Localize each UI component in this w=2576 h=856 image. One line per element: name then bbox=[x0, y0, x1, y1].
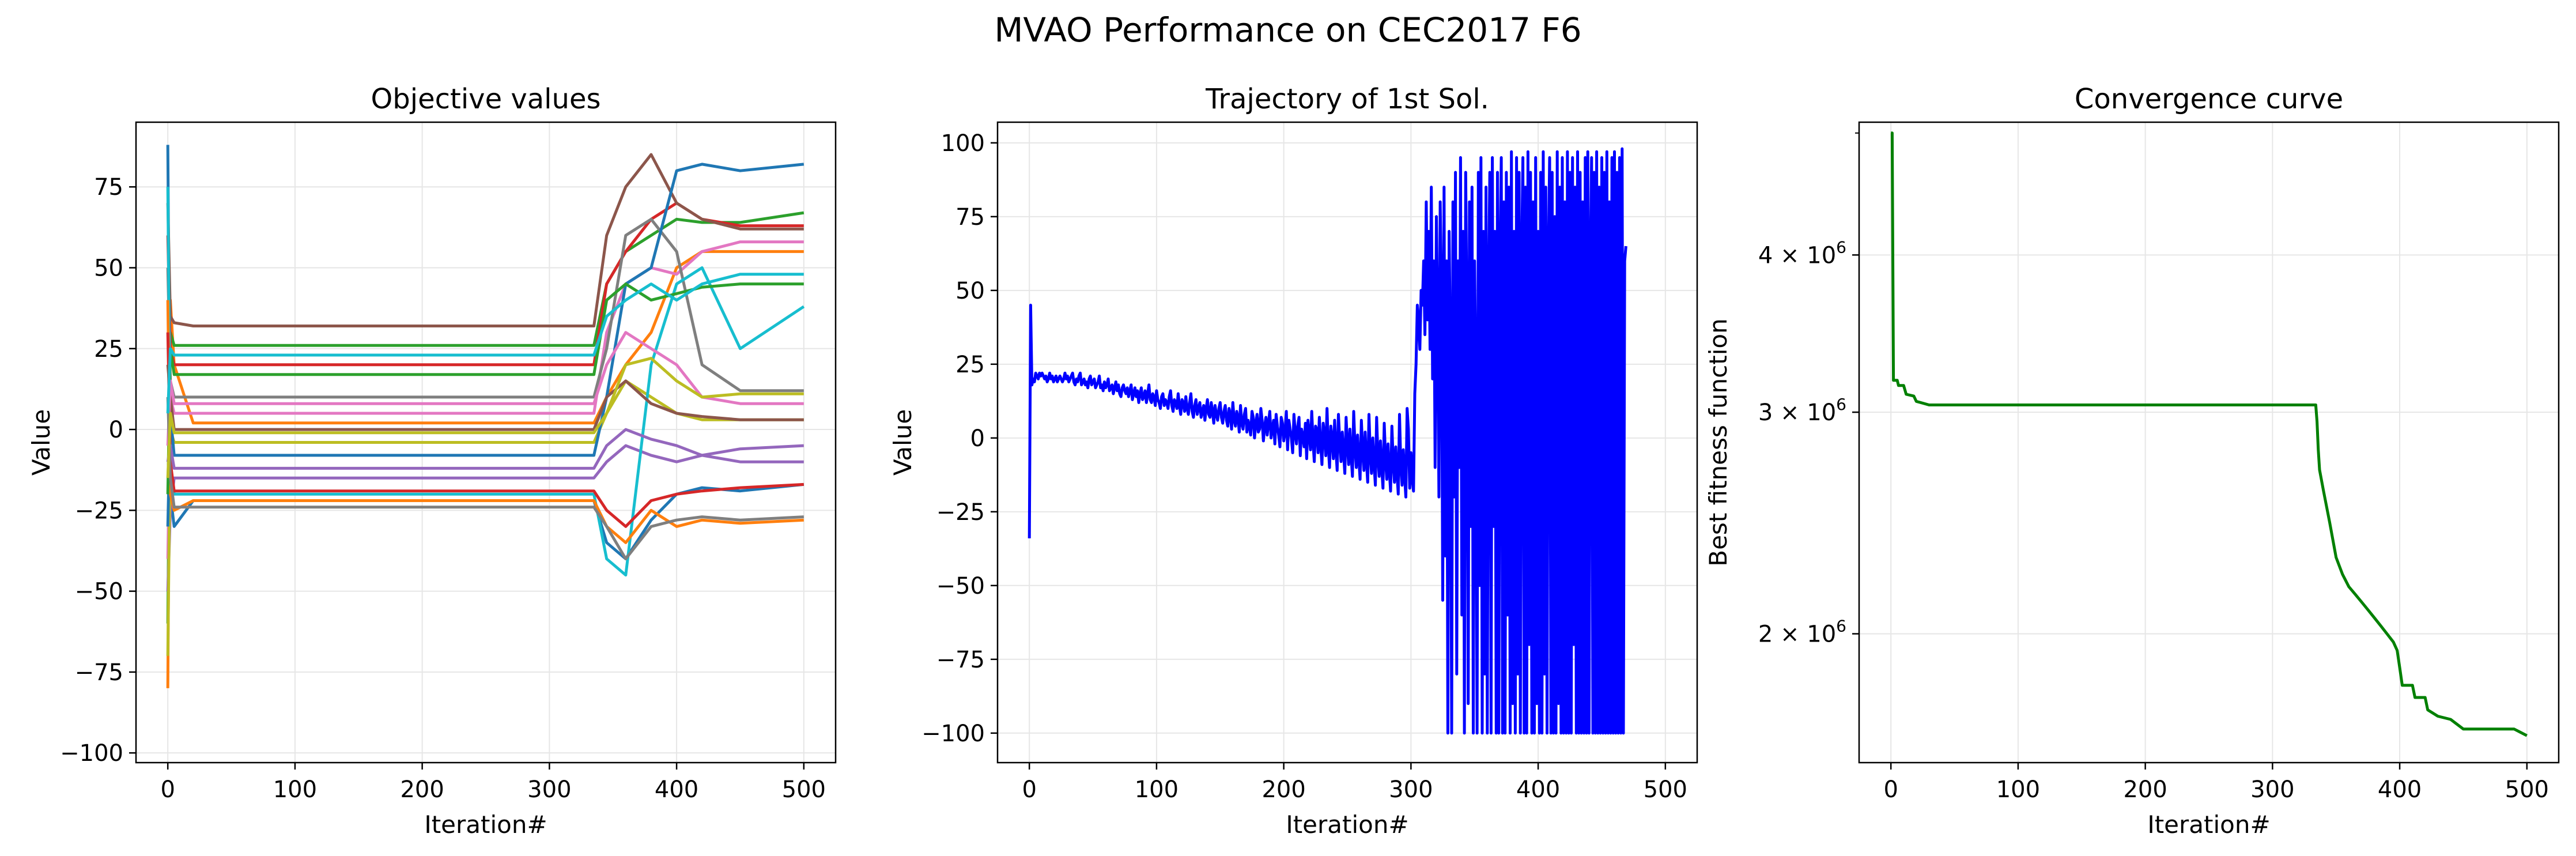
trajectory-series-line-1 bbox=[1028, 147, 1627, 735]
objective-values-axes-frame bbox=[135, 121, 837, 764]
panel-trajectory-first-solution: 0 100 200 300 400 500 −100 −75 −50 −25 0 25 50 75 100 T… bbox=[889, 83, 1698, 839]
objective-values-series-line-19 bbox=[166, 357, 804, 478]
convergence-x-tick-label: 400 bbox=[2378, 776, 2422, 803]
objective-values-x-axis-label: Iteration# bbox=[424, 810, 547, 839]
objective-values-y-tick-label: 0 bbox=[109, 417, 123, 443]
convergence-x-tick-label: 0 bbox=[1883, 776, 1898, 803]
objective-values-y-tick-label: −100 bbox=[60, 740, 123, 767]
objective-values-title: Objective values bbox=[371, 83, 601, 115]
trajectory-series-group bbox=[1028, 147, 1627, 735]
trajectory-y-tick-label: −100 bbox=[921, 721, 985, 747]
objective-values-series-line-15 bbox=[166, 428, 804, 470]
trajectory-y-tick-label: 25 bbox=[955, 352, 985, 378]
objective-values-x-tick-label: 300 bbox=[527, 776, 571, 803]
convergence-series-group bbox=[1890, 131, 2528, 737]
objective-values-series-line-6 bbox=[166, 153, 804, 327]
trajectory-axes-frame bbox=[996, 121, 1698, 764]
convergence-y-tick-label: 2 × 106 bbox=[1758, 617, 1846, 648]
objective-values-y-axis-label: Value bbox=[27, 409, 55, 476]
convergence-title: Convergence curve bbox=[2075, 83, 2343, 115]
trajectory-y-tick-label: −75 bbox=[936, 647, 985, 673]
trajectory-y-tick-label: 75 bbox=[955, 204, 985, 231]
figure-suptitle: MVAO Performance on CEC2017 F6 bbox=[994, 10, 1581, 50]
trajectory-y-tick-label: 0 bbox=[970, 425, 985, 452]
convergence-x-tick-label: 200 bbox=[2123, 776, 2167, 803]
convergence-x-axis-label: Iteration# bbox=[2147, 810, 2270, 839]
convergence-x-tick-label: 500 bbox=[2505, 776, 2549, 803]
convergence-y-tick-label: 3 × 106 bbox=[1758, 395, 1846, 426]
convergence-axes-frame bbox=[1858, 121, 2560, 764]
trajectory-x-tick-label: 0 bbox=[1022, 776, 1036, 803]
objective-values-series-line-11 bbox=[166, 163, 804, 527]
objective-values-series-line-13 bbox=[166, 282, 804, 495]
objective-values-y-tick-label: −25 bbox=[75, 497, 123, 524]
objective-values-series-group bbox=[166, 145, 805, 688]
trajectory-y-tick-label: −50 bbox=[936, 573, 985, 599]
trajectory-x-tick-label: 400 bbox=[1516, 776, 1560, 803]
objective-values-series-line-20 bbox=[166, 273, 804, 414]
trajectory-title: Trajectory of 1st Sol. bbox=[1205, 83, 1489, 115]
panel-convergence-curve: 0 100 200 300 400 500 2 × 106 3 × 106 4 × 106 Con… bbox=[1704, 83, 2560, 839]
trajectory-x-tick-label: 300 bbox=[1389, 776, 1433, 803]
objective-values-y-tick-label: 75 bbox=[94, 174, 123, 201]
objective-values-y-tick-label: −75 bbox=[75, 659, 123, 686]
trajectory-y-axis-label: Value bbox=[889, 409, 917, 476]
trajectory-x-tick-label: 200 bbox=[1261, 776, 1305, 803]
trajectory-y-tick-label: −25 bbox=[936, 499, 985, 526]
objective-values-y-tick-label: −50 bbox=[75, 579, 123, 605]
trajectory-x-tick-label: 500 bbox=[1644, 776, 1687, 803]
objective-values-x-tick-label: 0 bbox=[160, 776, 175, 803]
objective-values-series-line-1 bbox=[166, 145, 804, 560]
trajectory-x-tick-label: 100 bbox=[1135, 776, 1179, 803]
objective-values-x-tick-label: 200 bbox=[400, 776, 444, 803]
objective-values-x-tick-label: 100 bbox=[273, 776, 317, 803]
convergence-series-line-1 bbox=[1890, 131, 2528, 737]
convergence-x-tick-label: 100 bbox=[1996, 776, 2040, 803]
convergence-y-tick-label: 4 × 106 bbox=[1758, 237, 1846, 269]
objective-values-series-line-18 bbox=[166, 397, 804, 560]
objective-values-y-tick-label: 50 bbox=[94, 255, 123, 282]
convergence-y-axis-label: Best fitness function bbox=[1704, 318, 1732, 566]
objective-values-series-line-14 bbox=[166, 332, 804, 528]
objective-values-x-tick-label: 500 bbox=[782, 776, 826, 803]
objective-values-y-tick-label: 25 bbox=[94, 336, 123, 363]
trajectory-y-tick-label: 100 bbox=[941, 130, 985, 157]
panel-objective-values: 0 100 200 300 400 500 −100 −75 −50 −25 0 25 50 75 Obje… bbox=[27, 83, 837, 839]
trajectory-y-tick-label: 50 bbox=[955, 278, 985, 304]
convergence-x-tick-label: 300 bbox=[2250, 776, 2294, 803]
trajectory-x-axis-label: Iteration# bbox=[1286, 810, 1408, 839]
objective-values-x-tick-label: 400 bbox=[655, 776, 698, 803]
objective-values-series-line-17 bbox=[166, 331, 804, 446]
